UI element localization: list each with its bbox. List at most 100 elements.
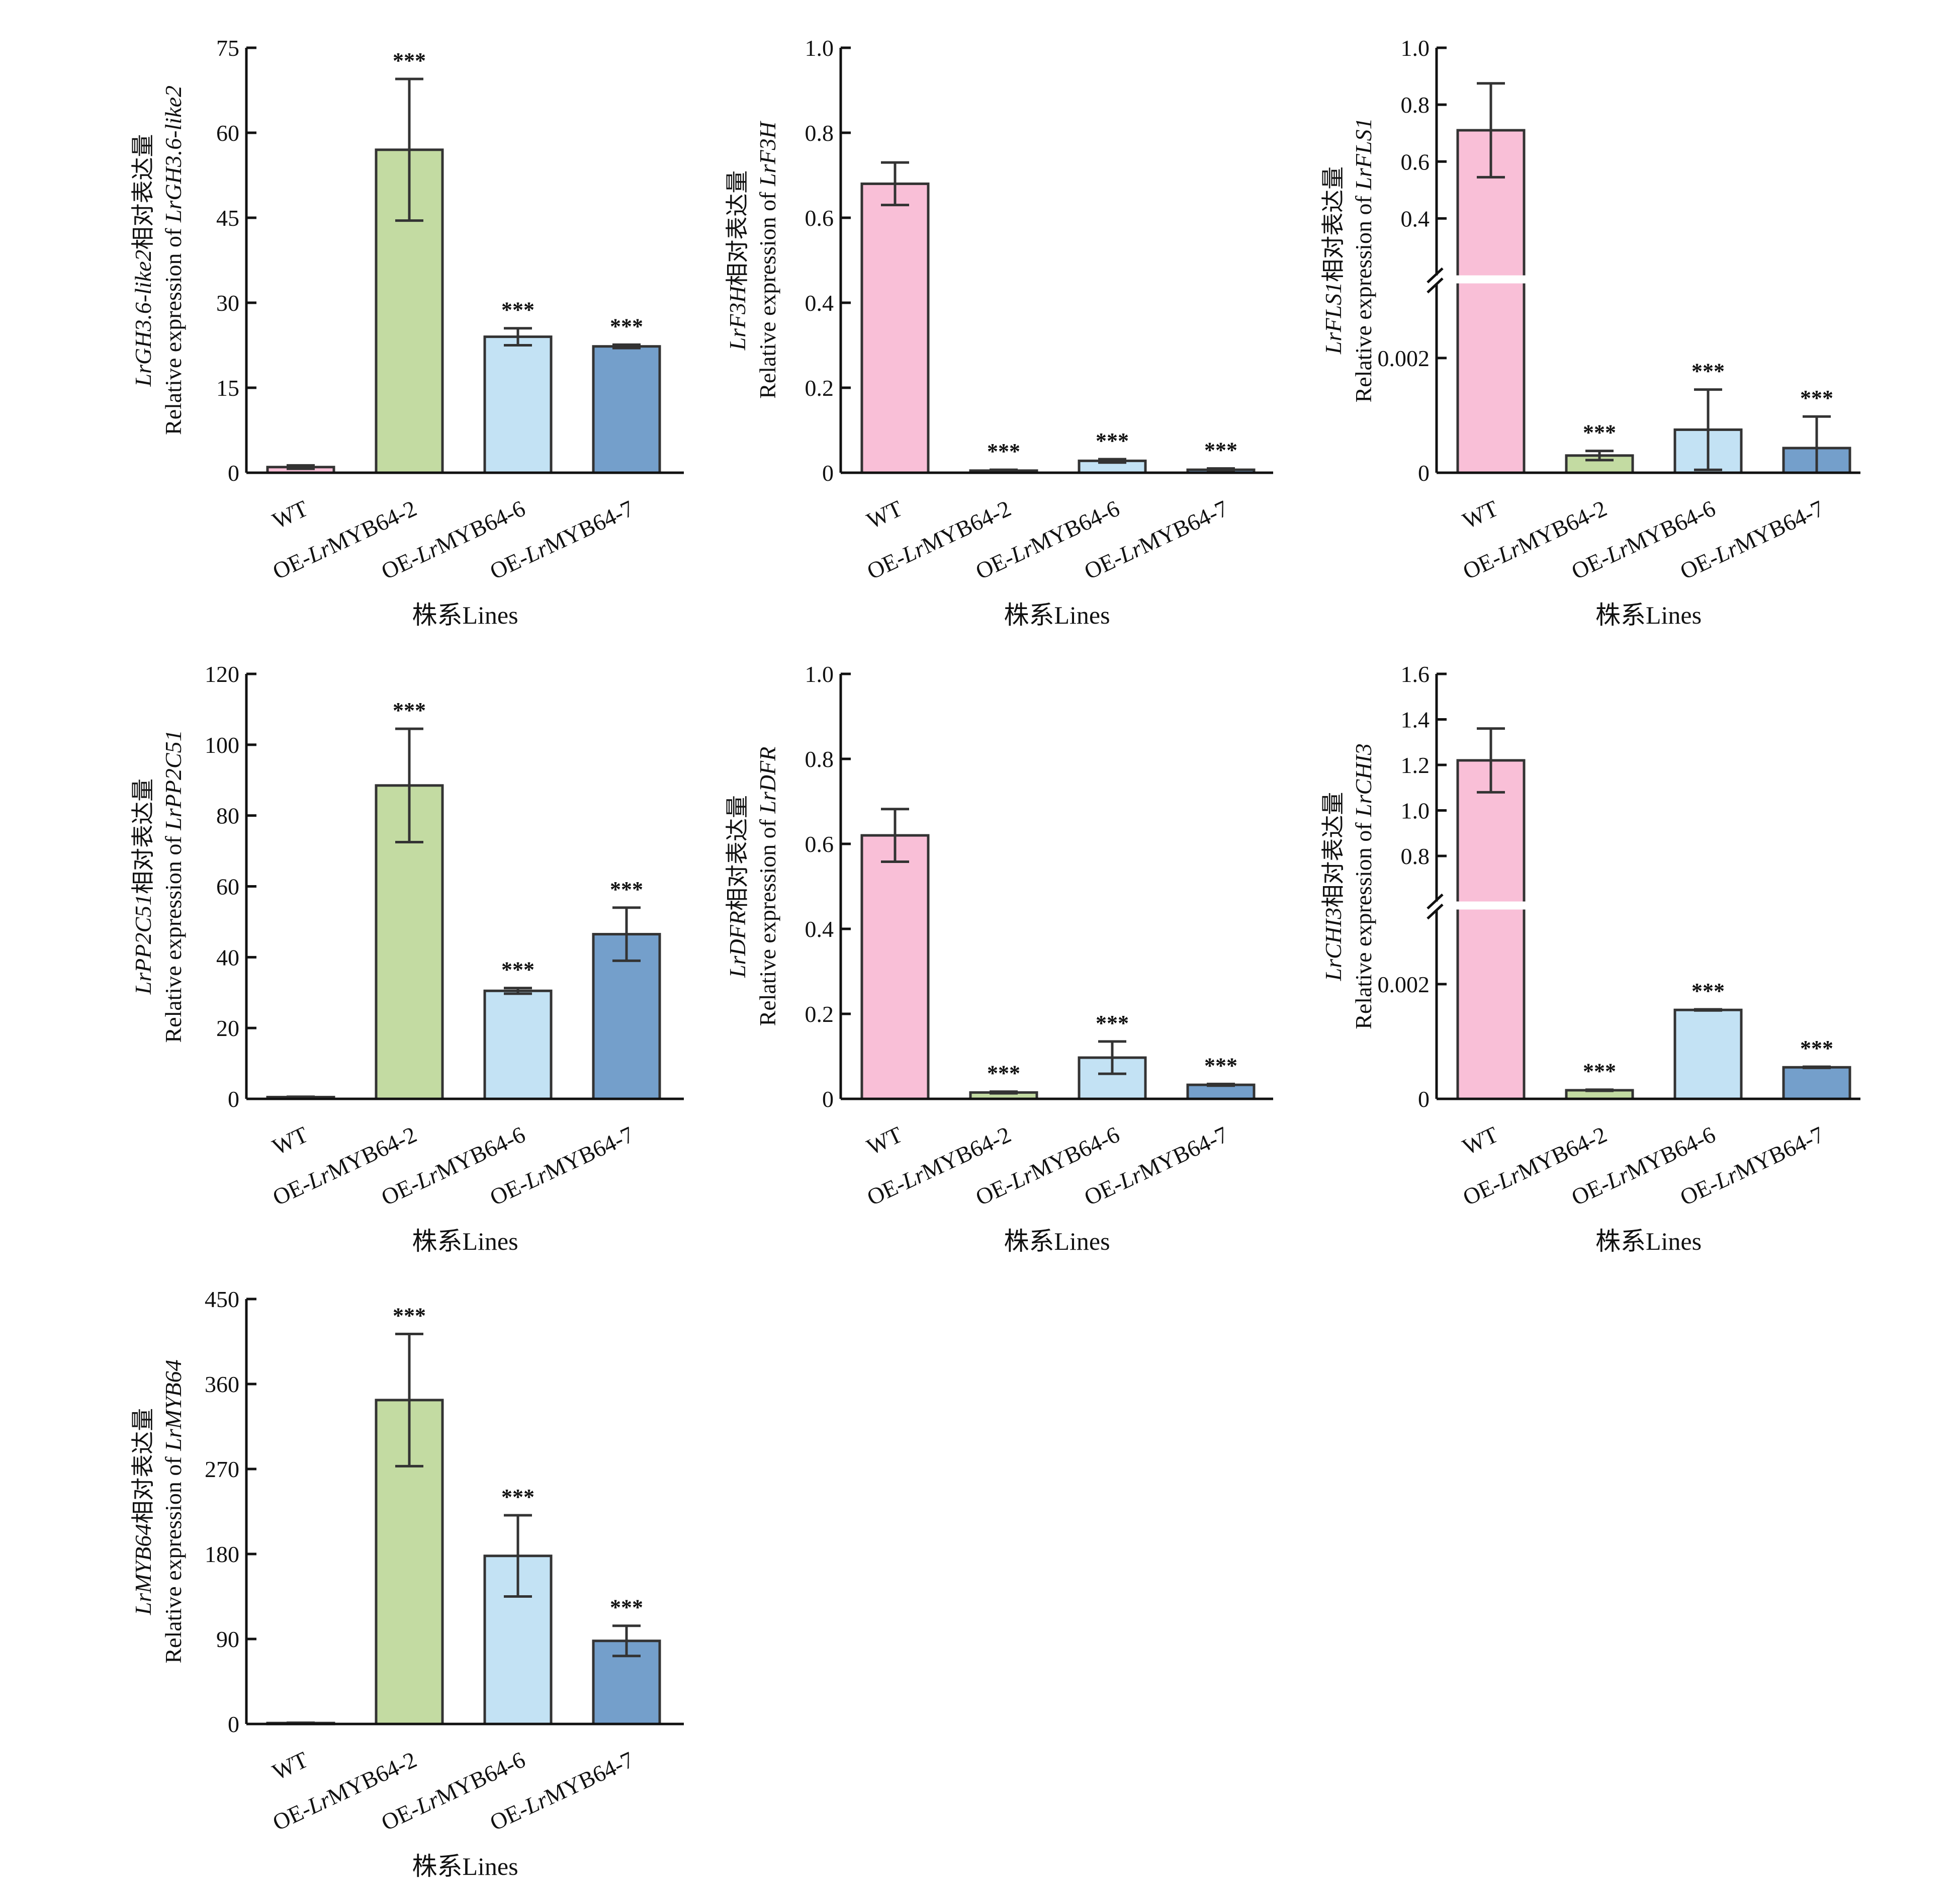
chart-panel-lrpp2c51: WT***OE-LrMYB64-2***OE-LrMYB64-6***OE-Lr… (130, 661, 684, 1255)
significance-label: *** (1691, 359, 1725, 384)
significance-label: *** (1800, 386, 1833, 410)
x-axis-label: 株系Lines (1595, 601, 1702, 629)
bar-oe-lrmyb64-6 (483, 335, 553, 474)
y-tick-label: 1.0 (1401, 35, 1430, 61)
y-tick-label: 80 (216, 803, 239, 829)
y-axis-label-cn: LrDFR相对表达量 (725, 795, 750, 978)
chart-panel-lrf3h: WT***OE-LrMYB64-2***OE-LrMYB64-6***OE-Lr… (725, 35, 1273, 629)
significance-label: *** (1583, 1059, 1616, 1084)
y-tick-label: 0.4 (805, 916, 834, 942)
category-label: WT (269, 1121, 312, 1160)
bar-wt (1456, 759, 1526, 1100)
y-tick-label: 60 (216, 120, 239, 146)
significance-label: *** (393, 698, 426, 723)
y-axis-label-cn: LrPP2C51相对表达量 (130, 779, 156, 995)
y-axis-label-cn: LrGH3.6-like2相对表达量 (130, 134, 156, 387)
y-tick-label: 0 (822, 1086, 834, 1112)
y-tick-label: 0.2 (805, 375, 834, 401)
chart-panel-lrgh3-6-like2: WT***OE-LrMYB64-2***OE-LrMYB64-6***OE-Lr… (130, 35, 684, 629)
category-label: WT (1459, 495, 1502, 534)
category-label: WT (863, 1121, 906, 1160)
x-axis-label: 株系Lines (412, 1227, 518, 1255)
y-tick-label: 0 (1418, 1086, 1430, 1112)
bar-oe-lrmyb64-7 (592, 1639, 661, 1725)
y-tick-label: 0.8 (805, 120, 834, 146)
y-tick-label: 0.6 (805, 831, 834, 857)
y-axis-label-cn: LrCHI3相对表达量 (1320, 792, 1346, 982)
y-axis-label-cn: LrF3H相对表达量 (725, 170, 750, 351)
significance-label: *** (1204, 1053, 1237, 1078)
bar-wt (1456, 129, 1526, 474)
bar-oe-lrmyb64-6 (483, 989, 553, 1100)
y-tick-label: 120 (205, 661, 239, 687)
y-tick-label: 0.4 (1401, 206, 1430, 231)
significance-label: *** (1583, 420, 1616, 445)
x-axis-label: 株系Lines (1004, 1227, 1110, 1255)
y-tick-label: 0.8 (805, 746, 834, 772)
significance-label: *** (1691, 979, 1725, 1003)
y-axis-label-en: Relative expression of LrGH3.6-like2 (160, 85, 186, 435)
significance-label: *** (610, 877, 643, 902)
y-tick-label: 0.6 (1401, 149, 1430, 175)
significance-label: *** (1800, 1036, 1833, 1061)
y-tick-label: 1.0 (1401, 798, 1430, 824)
y-tick-label: 0 (228, 460, 239, 486)
bar-oe-lrmyb64-7 (1782, 1066, 1851, 1100)
category-label: WT (863, 495, 906, 534)
y-tick-label: 75 (216, 35, 239, 61)
y-axis-label-cn: LrMYB64相对表达量 (130, 1408, 156, 1615)
y-tick-label: 0 (1418, 460, 1430, 486)
y-tick-label: 1.6 (1401, 661, 1430, 687)
significance-label: *** (1204, 438, 1237, 463)
y-tick-label: 60 (216, 874, 239, 900)
y-tick-label: 40 (216, 944, 239, 970)
x-axis-label: 株系Lines (1004, 601, 1110, 629)
y-tick-label: 360 (205, 1371, 239, 1397)
bar-wt (860, 834, 930, 1100)
significance-label: *** (1096, 428, 1129, 453)
y-tick-label: 270 (205, 1456, 239, 1482)
y-axis-label-en: Relative expression of LrMYB64 (160, 1359, 186, 1663)
significance-label: *** (501, 1485, 534, 1509)
significance-label: *** (393, 48, 426, 73)
y-tick-label: 1.0 (805, 35, 834, 61)
y-tick-label: 0.8 (1401, 92, 1430, 118)
y-axis-label-cn: LrFLS1相对表达量 (1320, 166, 1346, 355)
y-tick-label: 1.2 (1401, 752, 1430, 778)
significance-label: *** (501, 958, 534, 982)
chart-panel-lrdfr: WT***OE-LrMYB64-2***OE-LrMYB64-6***OE-Lr… (725, 661, 1273, 1255)
y-tick-label: 0.4 (805, 290, 834, 316)
y-tick-label: 180 (205, 1541, 239, 1567)
chart-panel-lrchi3: WT***OE-LrMYB64-2***OE-LrMYB64-6***OE-Lr… (1320, 661, 1860, 1255)
significance-label: *** (987, 1061, 1020, 1086)
y-tick-label: 0 (228, 1086, 239, 1112)
significance-label: *** (393, 1303, 426, 1328)
y-tick-label: 0.2 (805, 1001, 834, 1027)
significance-label: *** (987, 439, 1020, 464)
significance-label: *** (610, 314, 643, 338)
bar-oe-lrmyb64-6 (1673, 1008, 1743, 1100)
x-axis-label: 株系Lines (412, 601, 518, 629)
significance-label: *** (1096, 1011, 1129, 1035)
y-tick-label: 0 (822, 460, 834, 486)
y-axis-label-en: Relative expression of LrDFR (755, 747, 780, 1026)
y-tick-label: 30 (216, 290, 239, 316)
y-tick-label: 90 (216, 1626, 239, 1652)
y-axis-label-en: Relative expression of LrF3H (755, 120, 780, 398)
y-tick-label: 450 (205, 1286, 239, 1312)
y-tick-label: 1.4 (1401, 707, 1430, 733)
category-label: WT (1459, 1121, 1502, 1160)
y-tick-label: 0.8 (1401, 843, 1430, 869)
significance-label: *** (610, 1595, 643, 1620)
y-tick-label: 0 (228, 1711, 239, 1737)
category-label: WT (269, 1747, 312, 1785)
bar-wt (860, 182, 930, 474)
bar-oe-lrmyb64-7 (592, 345, 661, 474)
x-axis-label: 株系Lines (412, 1852, 518, 1880)
y-axis-label-en: Relative expression of LrFLS1 (1351, 118, 1376, 403)
category-label: WT (269, 495, 312, 534)
chart-panel-lrmyb64: WT***OE-LrMYB64-2***OE-LrMYB64-6***OE-Lr… (130, 1286, 684, 1880)
y-tick-label: 0.002 (1378, 345, 1430, 371)
axis-break-mark (1427, 903, 1444, 920)
